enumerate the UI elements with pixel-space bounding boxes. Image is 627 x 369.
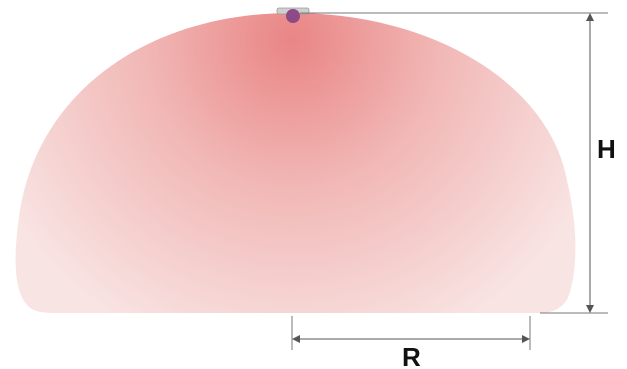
sensor-dot <box>286 9 300 23</box>
radius-label: R <box>402 342 421 369</box>
detection-cone <box>15 13 576 313</box>
height-label: H <box>597 134 616 164</box>
